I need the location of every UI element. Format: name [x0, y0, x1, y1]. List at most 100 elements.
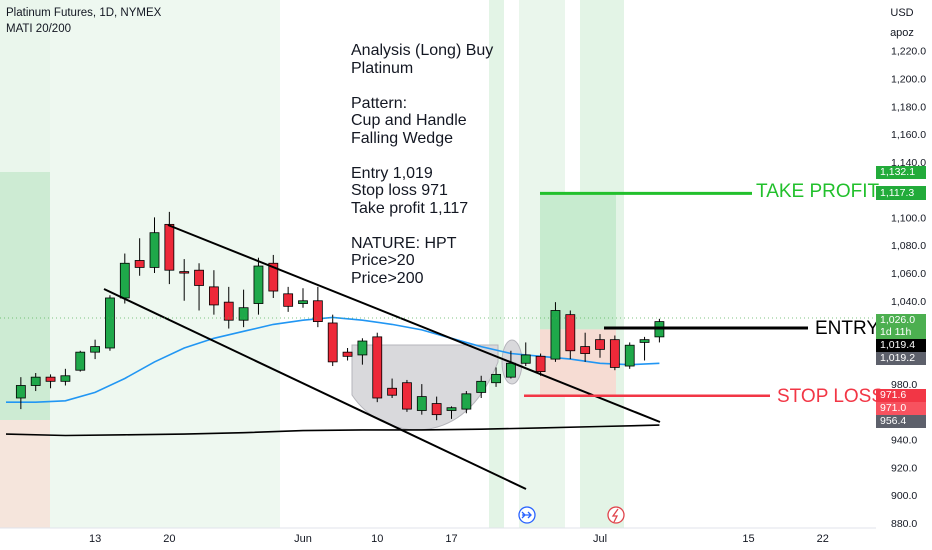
price-tick-label: 1,160.0 — [891, 129, 926, 141]
candle-body — [520, 354, 531, 364]
candle — [179, 259, 190, 301]
candle — [402, 379, 412, 412]
candle-body — [387, 387, 398, 396]
price-tick-label: 1,060.0 — [891, 268, 926, 280]
candle-body — [402, 382, 412, 410]
price-tick-label: 920.0 — [891, 462, 917, 474]
candle — [194, 263, 204, 311]
candle — [298, 288, 308, 308]
candle — [624, 342, 635, 369]
zone-red — [0, 420, 50, 528]
currency-button[interactable]: USD — [882, 4, 922, 22]
candle-body — [446, 407, 457, 411]
apoz-button[interactable]: apoz — [882, 24, 922, 42]
candle-body — [60, 375, 71, 382]
candle-body — [298, 300, 308, 304]
candle-body — [535, 355, 546, 372]
note-line: Entry 1,019 — [351, 164, 433, 182]
candle-body — [30, 376, 41, 386]
candle — [15, 377, 26, 410]
note-line: Platinum — [351, 59, 414, 77]
candle-body — [179, 271, 190, 274]
ma200-line — [5, 424, 660, 437]
candle — [134, 238, 145, 276]
candle-body — [624, 344, 635, 367]
time-tick-label: 15 — [742, 533, 754, 545]
note-line — [351, 77, 493, 95]
time-tick-label: 13 — [89, 533, 101, 545]
price-tag: 971.0 — [876, 402, 926, 416]
candle — [90, 339, 100, 360]
candle — [520, 342, 531, 367]
note-line: Falling Wedge — [351, 129, 453, 147]
price-tick-label: 980.0 — [891, 379, 917, 391]
candle — [60, 368, 71, 386]
wedge-upper-line — [167, 224, 661, 423]
candle — [431, 396, 442, 421]
candle — [491, 367, 501, 387]
candle-body — [639, 339, 650, 343]
price-tick-label: 900.0 — [891, 490, 917, 502]
price-axis — [876, 0, 932, 550]
candle-body — [253, 265, 264, 304]
candle-body — [431, 403, 442, 416]
candle — [164, 211, 175, 285]
candle — [387, 378, 398, 398]
candle — [312, 286, 323, 328]
lightning-icon — [611, 508, 619, 523]
candle — [357, 338, 368, 365]
price-tag: 1,019.2 — [876, 352, 926, 366]
note-line — [351, 147, 493, 165]
candle — [535, 353, 546, 376]
price-tick-label: 1,080.0 — [891, 240, 926, 252]
note-line: Stop loss 971 — [351, 182, 448, 199]
candle-body — [194, 269, 204, 286]
candle — [238, 289, 249, 328]
candle — [75, 350, 86, 372]
candle-body — [149, 232, 160, 268]
forward-icon — [521, 511, 532, 519]
candle-body — [134, 260, 145, 268]
candle-body — [505, 362, 516, 378]
price-tag: 1,117.3 — [876, 186, 926, 200]
candle-body — [90, 346, 100, 353]
note-line: Take profit 1,117 — [351, 199, 469, 217]
candle — [595, 334, 605, 358]
candle — [268, 254, 279, 298]
analysis-notes: Analysis (Long) Buy Platinum Pattern: Cup a… — [351, 42, 493, 287]
event-marker — [607, 506, 625, 524]
candle-body — [595, 339, 605, 350]
candle-body — [609, 339, 620, 368]
candle — [639, 336, 650, 361]
time-tick-label: Jul — [593, 533, 607, 545]
candle-body — [75, 351, 86, 371]
entry-label: ENTRY — [815, 318, 880, 339]
candle-body — [461, 393, 472, 410]
event-marker-circle — [607, 506, 625, 524]
note-line: Price>20 — [351, 252, 415, 269]
candle — [446, 406, 457, 419]
time-tick-label: 20 — [163, 533, 175, 545]
candle — [461, 391, 472, 414]
candle-body — [342, 351, 353, 357]
price-tag: 1d 11h — [876, 326, 926, 340]
candle-body — [565, 314, 576, 352]
candle-body — [416, 396, 427, 411]
candle — [654, 318, 665, 343]
price-tick-label: 1,220.0 — [891, 46, 926, 58]
price-tag: 1,132.1 — [876, 166, 926, 180]
candle-body — [105, 297, 115, 349]
note-line: Pattern: — [351, 94, 408, 112]
note-line: Cup and Handle — [351, 112, 467, 129]
candle-body — [312, 300, 323, 322]
candle-body — [357, 340, 368, 356]
candle — [223, 286, 234, 329]
candle-body — [476, 380, 487, 393]
price-tick-label: 1,180.0 — [891, 101, 926, 113]
session-shade — [489, 0, 504, 528]
candle — [283, 286, 294, 312]
candle-body — [283, 293, 294, 307]
candle-body — [208, 286, 219, 306]
candle — [550, 302, 561, 362]
candle-body — [45, 376, 56, 382]
